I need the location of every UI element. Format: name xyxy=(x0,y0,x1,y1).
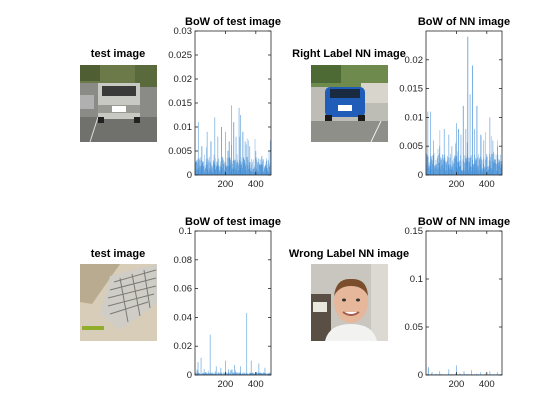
y-tick-label: 0.005 xyxy=(399,141,423,152)
x-tick-label: 400 xyxy=(248,379,264,390)
chart-3: 0 0.02 0.04 0.06 0.08 0.1 200 400 BoW of test im… xyxy=(174,216,281,390)
y-tick-label: 0.03 xyxy=(174,26,193,37)
photo-title-4: Wrong Label NN image xyxy=(288,248,410,260)
chart-title: BoW of NN image xyxy=(418,216,510,228)
axes-frame xyxy=(425,30,503,176)
photo-title-2: Right Label NN image xyxy=(292,48,406,60)
y-tick-label: 0 xyxy=(187,370,192,381)
y-tick-label: 0.04 xyxy=(174,312,193,323)
y-tick-label: 0.025 xyxy=(168,50,192,61)
y-tick-label: 0.02 xyxy=(405,55,424,66)
y-tick-label: 0 xyxy=(418,370,423,381)
chart-4: 0 0.05 0.1 0.15 200 400 BoW of NN image xyxy=(405,216,511,390)
y-tick-label: 0.01 xyxy=(405,112,424,123)
y-tick-label: 0 xyxy=(187,170,192,181)
y-tick-label: 0.05 xyxy=(405,322,424,333)
y-tick-label: 0.015 xyxy=(399,84,423,95)
axes-frame xyxy=(194,230,272,376)
chart-1: 0 0.005 0.01 0.015 0.02 0.025 0.03 200 400 BoW of… xyxy=(168,16,281,190)
y-tick-label: 0.06 xyxy=(174,284,193,295)
chart-title: BoW of test image xyxy=(185,16,281,28)
blue-car-rear-photo xyxy=(311,65,388,142)
photo-title-3: test image xyxy=(90,248,146,260)
chart-title: BoW of test image xyxy=(185,216,281,228)
face-photo xyxy=(311,264,388,341)
y-tick-label: 0.02 xyxy=(174,341,193,352)
y-tick-label: 0.08 xyxy=(174,255,193,266)
bars xyxy=(425,365,503,375)
bars xyxy=(194,105,272,175)
chart-title: BoW of NN image xyxy=(418,16,510,28)
y-tick-label: 0.015 xyxy=(168,98,192,109)
y-tick-label: 0.005 xyxy=(168,146,192,157)
x-tick-label: 200 xyxy=(217,379,233,390)
y-tick-label: 0.1 xyxy=(179,226,192,237)
x-tick-label: 400 xyxy=(479,379,495,390)
x-tick-label: 200 xyxy=(448,179,464,190)
axes-frame xyxy=(425,230,503,376)
chart-2: 0 0.005 0.01 0.015 0.02 200 400 BoW of NN image xyxy=(399,16,510,190)
x-tick-label: 200 xyxy=(217,179,233,190)
bars xyxy=(194,313,272,375)
x-tick-label: 400 xyxy=(248,179,264,190)
y-tick-label: 0.15 xyxy=(405,226,424,237)
y-tick-label: 0.02 xyxy=(174,74,193,85)
x-tick-label: 400 xyxy=(479,179,495,190)
photo-title-1: test image xyxy=(90,48,146,60)
bars xyxy=(425,36,503,175)
keyboard-photo xyxy=(80,264,157,341)
pickup-truck-rear-photo xyxy=(80,65,157,142)
y-tick-label: 0.01 xyxy=(174,122,193,133)
y-tick-label: 0 xyxy=(418,170,423,181)
x-tick-label: 200 xyxy=(448,379,464,390)
y-tick-label: 0.1 xyxy=(410,274,423,285)
